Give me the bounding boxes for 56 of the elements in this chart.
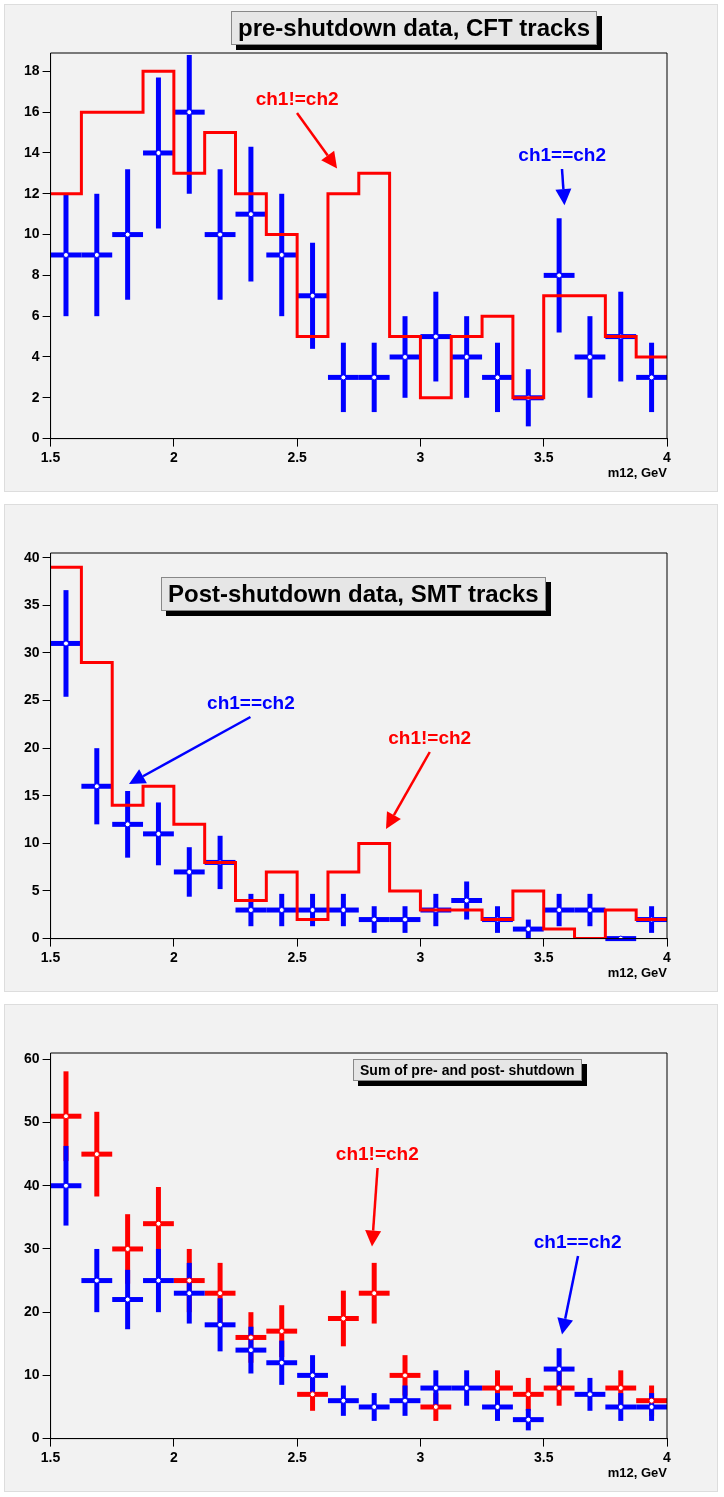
- chart-title: pre-shutdown data, CFT tracks: [231, 11, 598, 45]
- x-tick-label: 2: [169, 948, 178, 965]
- x-tick-label: 3.5: [533, 448, 554, 465]
- annotation: ch1==ch2: [207, 692, 295, 715]
- y-tick-label: 5: [31, 881, 40, 898]
- annotation: ch1!=ch2: [388, 727, 472, 750]
- y-tick-label: 10: [23, 225, 40, 242]
- annotation: ch1!=ch2: [255, 88, 339, 111]
- x-tick-label: 4: [663, 1448, 672, 1465]
- x-axis-title: m12, GeV: [607, 964, 668, 980]
- x-tick-label: 3: [416, 948, 425, 965]
- y-tick-label: 35: [23, 596, 40, 613]
- y-tick-label: 0: [31, 1429, 40, 1446]
- y-tick-label: 20: [23, 739, 40, 756]
- x-tick-label: 2: [169, 448, 178, 465]
- x-tick-label: 4: [663, 948, 672, 965]
- annotation: ch1==ch2: [533, 1230, 622, 1253]
- y-tick-label: 10: [23, 834, 40, 851]
- y-tick-label: 6: [31, 307, 40, 324]
- y-tick-label: 18: [23, 62, 40, 79]
- y-tick-label: 20: [23, 1303, 40, 1320]
- y-tick-label: 50: [23, 1113, 40, 1130]
- x-tick-label: 1.5: [40, 1448, 61, 1465]
- x-axis-title: m12, GeV: [607, 1464, 668, 1480]
- y-tick-label: 16: [23, 103, 40, 120]
- x-tick-label: 2.5: [287, 448, 308, 465]
- y-tick-label: 2: [31, 388, 40, 405]
- text: Post-shutdown data, SMT tracks: [161, 577, 546, 611]
- y-tick-label: 15: [23, 786, 40, 803]
- x-tick-label: 2: [169, 1448, 178, 1465]
- x-tick-label: 3.5: [533, 948, 554, 965]
- y-tick-label: 25: [23, 691, 40, 708]
- y-tick-label: 0: [31, 929, 40, 946]
- annotation: ch1==ch2: [518, 144, 607, 167]
- y-tick-label: 40: [23, 548, 40, 565]
- y-tick-label: 4: [31, 347, 40, 364]
- y-tick-label: 40: [23, 1176, 40, 1193]
- y-tick-label: 30: [23, 643, 40, 660]
- text: Sum of pre- and post- shutdown: [353, 1059, 582, 1081]
- x-tick-label: 3: [416, 448, 425, 465]
- y-tick-label: 30: [23, 1239, 40, 1256]
- x-tick-label: 1.5: [40, 948, 61, 965]
- x-tick-label: 3: [416, 1448, 425, 1465]
- annotation: ch1!=ch2: [335, 1143, 419, 1166]
- x-tick-label: 4: [663, 448, 672, 465]
- y-tick-label: 12: [23, 184, 40, 201]
- y-tick-label: 14: [23, 143, 40, 160]
- x-tick-label: 2.5: [287, 948, 308, 965]
- x-tick-label: 2.5: [287, 1448, 308, 1465]
- y-tick-label: 0: [31, 429, 40, 446]
- y-tick-label: 10: [23, 1366, 40, 1383]
- x-axis-title: m12, GeV: [607, 464, 668, 480]
- y-tick-label: 60: [23, 1050, 40, 1067]
- x-tick-label: 1.5: [40, 448, 61, 465]
- y-tick-label: 8: [31, 266, 40, 283]
- x-tick-label: 3.5: [533, 1448, 554, 1465]
